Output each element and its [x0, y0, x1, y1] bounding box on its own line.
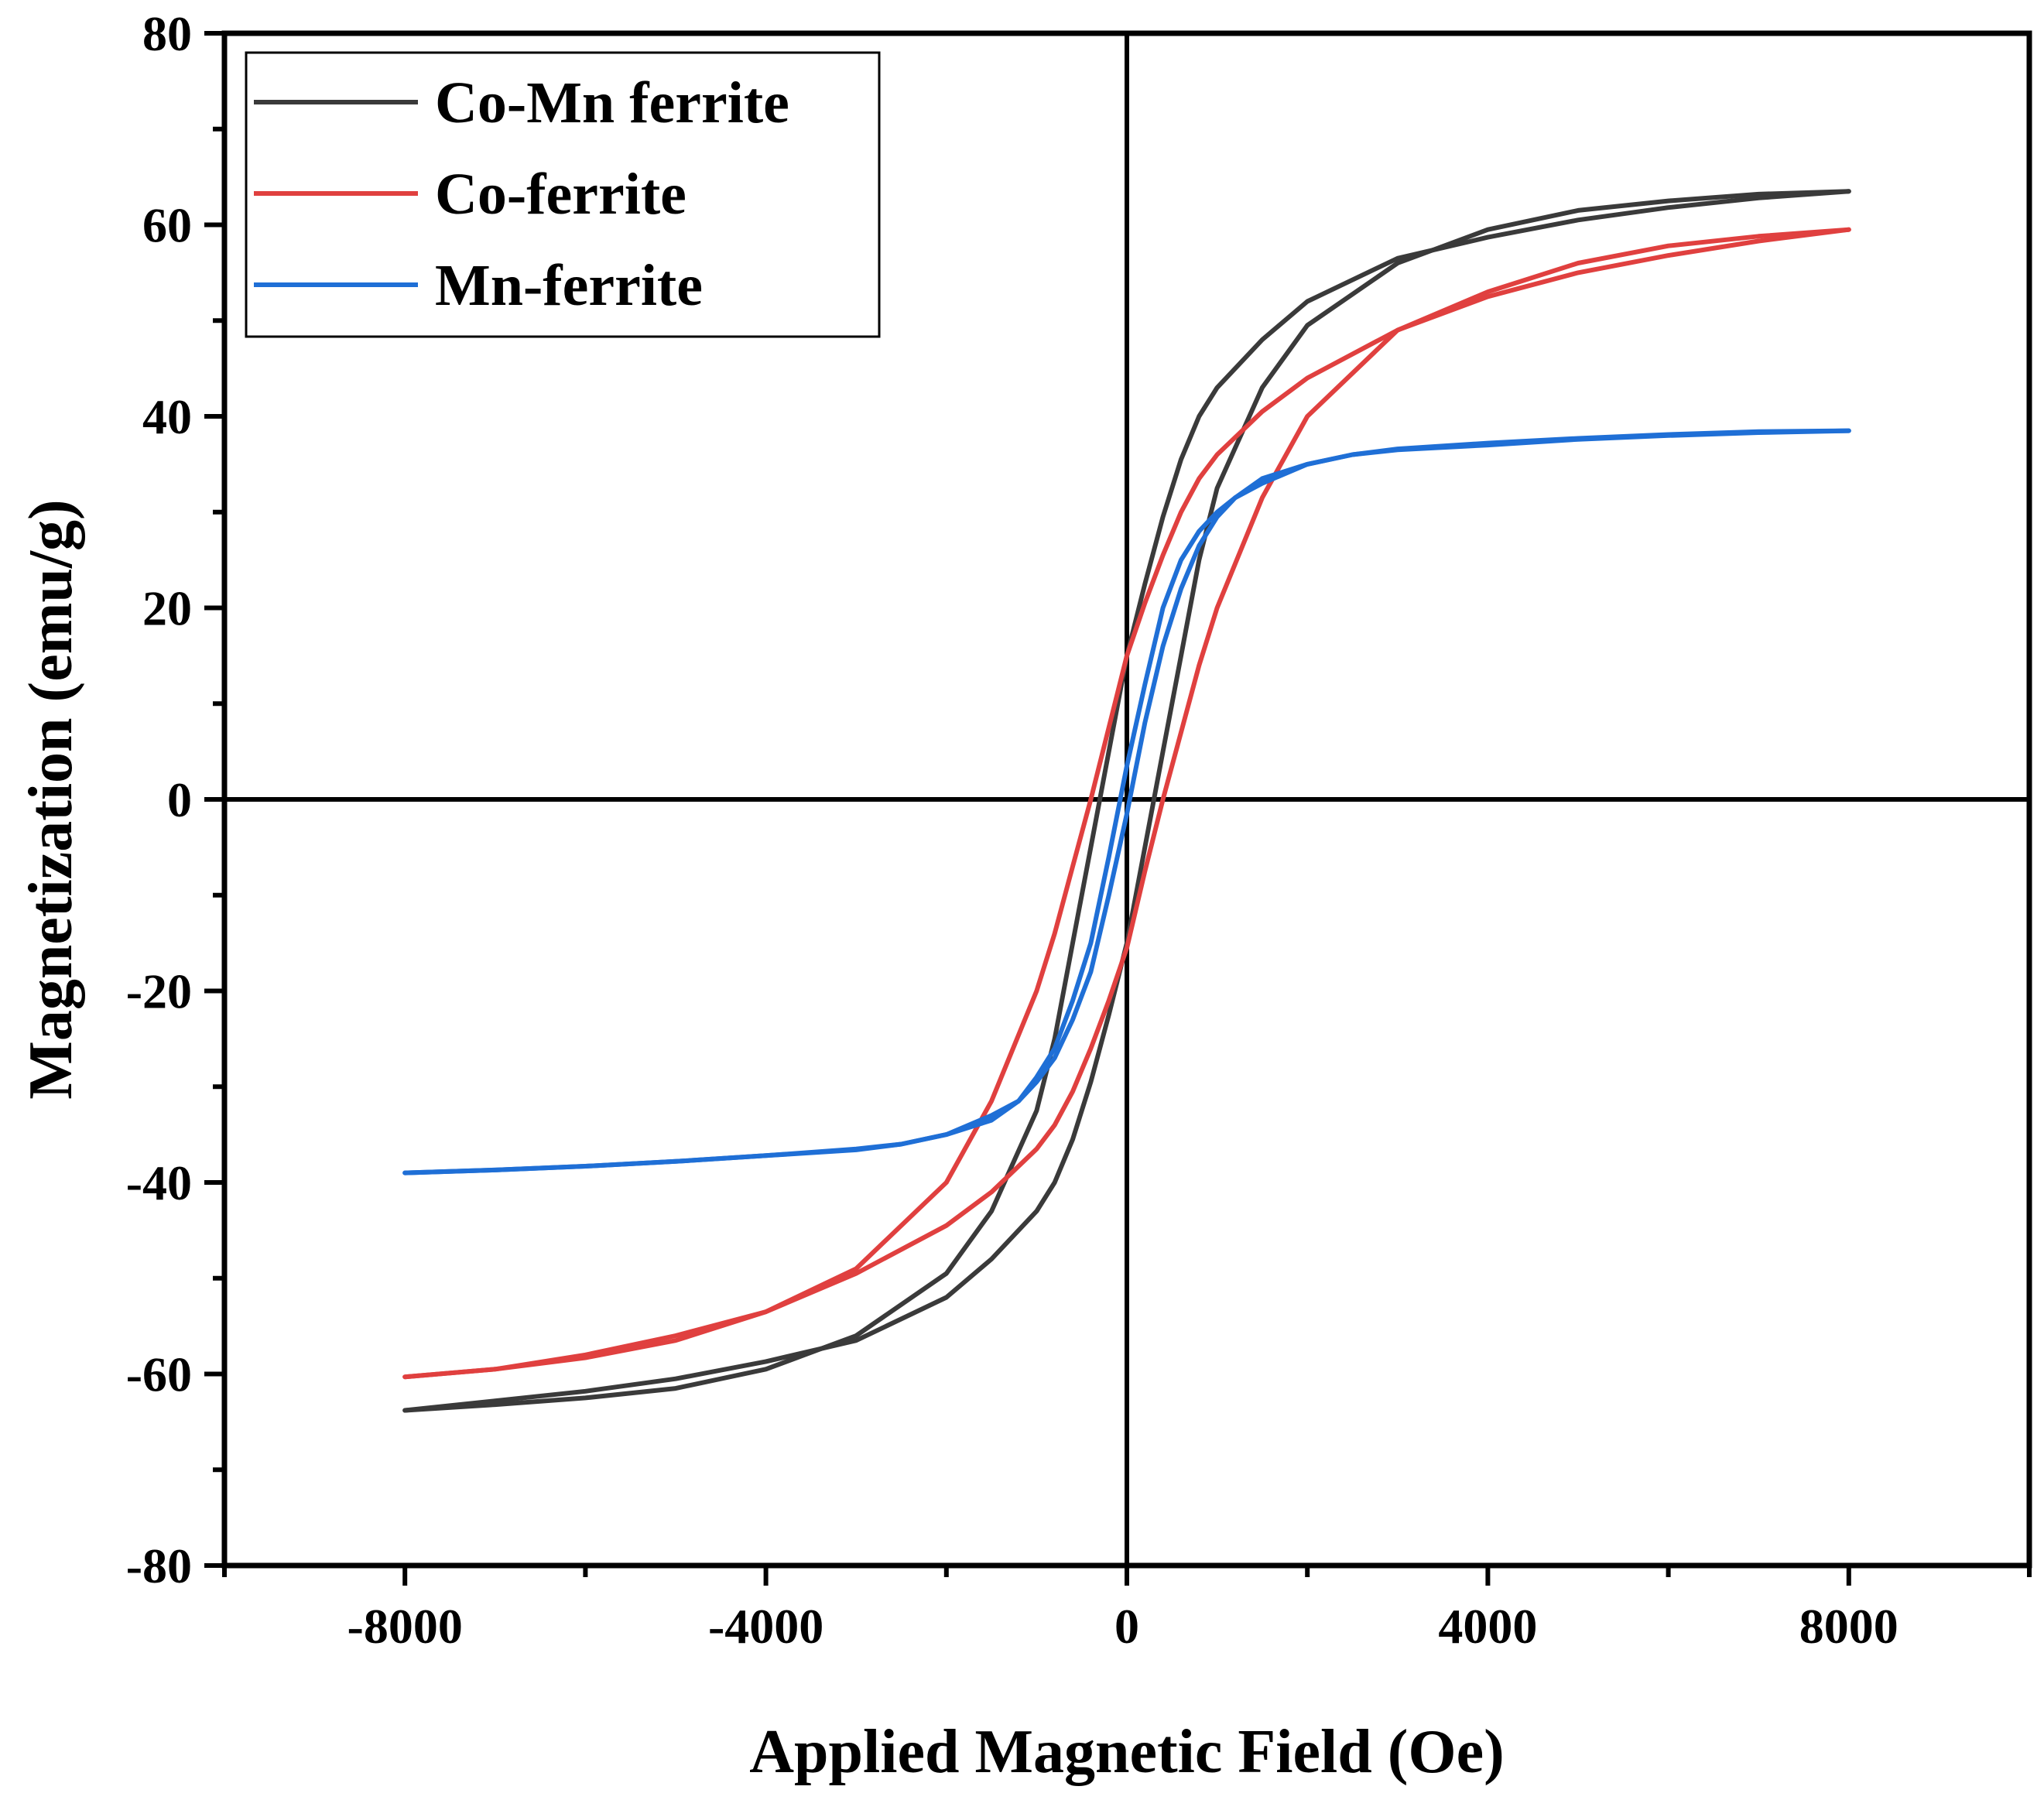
y-tick-label: 60	[142, 198, 192, 253]
y-tick-label: -40	[126, 1155, 192, 1210]
x-tick-label: -4000	[708, 1599, 823, 1654]
y-tick-label: 80	[142, 6, 192, 61]
y-tick-label: -80	[126, 1538, 192, 1593]
series-line-co-ferrite-ascending	[402, 227, 1851, 1380]
y-tick-label: 40	[142, 389, 192, 444]
legend-label-co-ferrite: Co-ferrite	[435, 162, 686, 227]
x-tick-label: 0	[1114, 1599, 1139, 1654]
y-tick-label: 0	[167, 772, 192, 827]
series-layer	[402, 189, 1851, 1413]
series-line-mn-ferrite-ascending	[402, 428, 1851, 1175]
y-tick-label: -20	[126, 964, 192, 1019]
legend-label-co-mn-ferrite: Co-Mn ferrite	[435, 70, 789, 135]
legend: Co-Mn ferrite Co-ferrite Mn-ferrite	[245, 51, 881, 338]
y-tick-label: 20	[142, 581, 192, 636]
x-axis-title: Applied Magnetic Field (Oe)	[749, 1718, 1504, 1786]
legend-label-mn-ferrite: Mn-ferrite	[435, 253, 703, 318]
y-axis-ticks: -80 -60 -40 -20 0 20 40 60 80	[126, 6, 224, 1593]
x-tick-label: 4000	[1438, 1599, 1537, 1654]
x-tick-label: -8000	[348, 1599, 463, 1654]
y-tick-label: -60	[126, 1347, 192, 1402]
y-axis-title: Magnetization (emu/g)	[17, 499, 85, 1099]
x-tick-label: 8000	[1799, 1599, 1898, 1654]
